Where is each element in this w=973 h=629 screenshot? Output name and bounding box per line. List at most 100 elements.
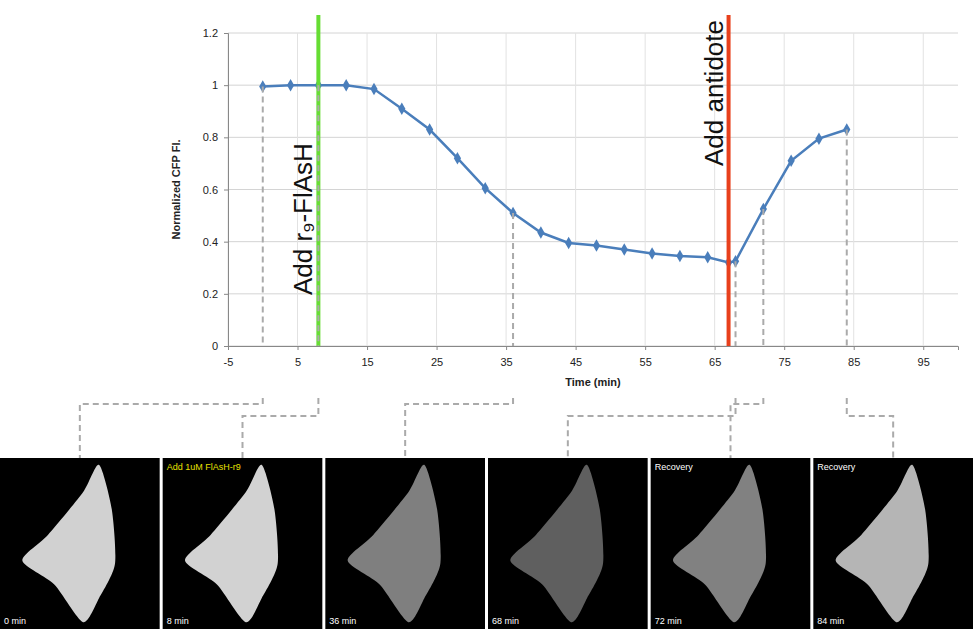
tick-label: 75 (779, 356, 791, 368)
panel: 8 min Add 1uM FlAsH-r9 (163, 458, 323, 629)
tick: 0.8 (203, 131, 228, 143)
cell-image (348, 465, 441, 623)
tick: 5 (295, 346, 301, 368)
panel: 0 min (0, 458, 160, 629)
tick-label: 5 (295, 356, 301, 368)
cell-image (673, 465, 766, 623)
data-point (815, 132, 822, 144)
data-line (263, 85, 847, 262)
data-point (788, 155, 795, 167)
panel-caption: Recovery (817, 462, 856, 472)
panel: 72 minRecovery (651, 458, 811, 629)
panel-background (813, 458, 973, 629)
tick-label: 0.8 (203, 131, 218, 143)
data-point (648, 247, 655, 259)
y-axis: 0 0.2 0.4 0.6 0.8 1 1.2 (203, 27, 229, 352)
panels: 0 min8 minAdd 1uM FlAsH-r936 min68 min72… (0, 458, 973, 629)
connector (847, 130, 893, 458)
panel-background (488, 458, 648, 629)
data-point (454, 152, 461, 164)
annotation-text: Add r₉-FlAsH (288, 143, 318, 295)
tick-mark (224, 346, 228, 347)
data-point (287, 79, 294, 91)
tick-mark (854, 346, 855, 350)
grid-line-x (645, 33, 646, 346)
grid-line-x (853, 33, 854, 346)
tick-label: 0 (212, 340, 218, 352)
grid-line-x (923, 33, 924, 346)
grid-line-y (228, 293, 958, 294)
data-point (398, 102, 405, 114)
tick: 35 (500, 346, 512, 368)
grid-line-x (784, 33, 785, 346)
tick-mark (224, 190, 228, 191)
tick: 1 (212, 79, 228, 91)
axis-line (229, 347, 959, 351)
connector (80, 86, 263, 458)
data-point (565, 237, 572, 249)
tick-mark (506, 346, 507, 350)
tick-mark (576, 346, 577, 350)
grid-line-y (228, 189, 958, 190)
panel: 68 min (488, 458, 648, 629)
data-point (621, 243, 628, 255)
connector (568, 261, 736, 458)
grid (228, 33, 958, 346)
grid-line-x (367, 33, 368, 346)
cell-image (510, 465, 603, 623)
annotations: Add r₉-FlAsH Add antidote (288, 15, 728, 346)
data-point (704, 251, 711, 263)
data-point (343, 79, 350, 91)
tick-mark (224, 294, 228, 295)
tick-label: 95 (918, 356, 930, 368)
data-point (676, 250, 683, 262)
chart: -5515253545556575859500.20.40.60.811.2Ti… (0, 0, 973, 629)
tick: 65 (709, 346, 721, 368)
tick: 95 (918, 346, 930, 368)
tick-mark (298, 346, 299, 350)
tick-mark (224, 33, 228, 34)
tick-mark (224, 137, 228, 138)
grid-line-y (228, 241, 958, 242)
grid-line-x (506, 33, 507, 346)
panel-background (0, 458, 160, 629)
data-point (370, 83, 377, 95)
connector (243, 85, 319, 458)
tick-label: 1.2 (203, 27, 218, 39)
x-axis-title: Time (min) (565, 376, 621, 388)
tick: 45 (570, 346, 582, 368)
axis-line (224, 34, 229, 347)
panel: 84 min Recovery (813, 458, 973, 629)
tick: 0.2 (203, 288, 228, 300)
tick-label: 0.2 (203, 288, 218, 300)
panel-caption: Recovery (655, 462, 694, 472)
tick-mark (224, 242, 228, 243)
tick-label: 0.4 (203, 236, 218, 248)
panel-time-label: 84 min (817, 616, 844, 626)
tick-mark (784, 346, 785, 350)
grid-line-y (228, 33, 958, 34)
tick-label: 0.6 (203, 184, 218, 196)
tick-label: 55 (640, 356, 652, 368)
cell-image (185, 465, 278, 623)
tick: 75 (779, 346, 791, 368)
tick: -5 (224, 346, 234, 368)
data-point (426, 123, 433, 135)
tick: 85 (848, 346, 860, 368)
cell-image (836, 465, 929, 623)
panel-time-label: 0 min (4, 616, 26, 626)
tick-label: 45 (570, 356, 582, 368)
panel-background (325, 458, 485, 629)
panel-background (163, 458, 323, 629)
data-point (482, 182, 489, 194)
y-axis-title: Normalized CFP Fl. (170, 139, 182, 239)
tick: 25 (431, 346, 443, 368)
annotation-text: Add antidote (699, 20, 729, 166)
tick-mark (224, 85, 228, 86)
tick: 1.2 (203, 27, 228, 39)
panel-caption: Add 1uM FlAsH-r9 (167, 462, 241, 472)
tick-label: 35 (500, 356, 512, 368)
panel-time-label: 8 min (167, 616, 189, 626)
tick-label: 25 (431, 356, 443, 368)
connector (731, 209, 764, 458)
